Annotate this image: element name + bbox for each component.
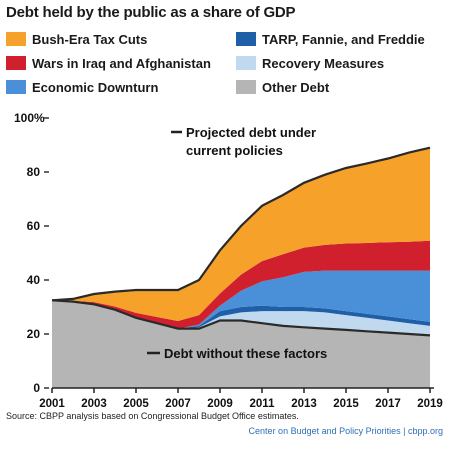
legend-item-recovery: Recovery Measures (236, 54, 384, 72)
area-other-debt (52, 300, 430, 388)
area-wars-in-iraq-and-afghanistan (52, 240, 430, 329)
area-bush-era-tax-cuts (52, 147, 430, 321)
line-projected-debt (51, 146, 431, 302)
legend-label-tarp: TARP, Fannie, and Freddie (262, 31, 425, 47)
legend-swatch-recovery (236, 56, 256, 70)
y-tick-label: 20 (27, 327, 41, 341)
legend-label-wars: Wars in Iraq and Afghanistan (32, 55, 211, 71)
x-tick-label: 2019 (417, 398, 443, 410)
annotation-top-line1: Projected debt under (186, 125, 316, 140)
x-tick-label: 2005 (123, 398, 149, 410)
legend-item-wars: Wars in Iraq and Afghanistan (6, 54, 211, 72)
legend-swatch-wars (6, 56, 26, 70)
legend-item-bush-tax-cuts: Bush-Era Tax Cuts (6, 30, 147, 48)
legend-item-tarp: TARP, Fannie, and Freddie (236, 30, 425, 48)
y-tick-label: 60 (27, 219, 41, 233)
area-economic-downturn (52, 270, 430, 329)
annotation-top-line2: current policies (186, 143, 283, 158)
x-tick-label: 2013 (291, 398, 317, 410)
y-tick-label: 100% (14, 111, 45, 125)
chart-title: Debt held by the public as a share of GD… (6, 4, 296, 21)
y-tick-label: 0 (33, 381, 40, 395)
area-recovery-measures (52, 300, 430, 336)
x-tick-label: 2007 (165, 398, 191, 410)
legend-swatch-other-debt (236, 80, 256, 94)
legend-label-recovery: Recovery Measures (262, 55, 385, 71)
x-tick-label: 2017 (375, 398, 401, 410)
annotations-group: Projected debt under current policies De… (147, 125, 327, 361)
legend-swatch-bush-tax-cuts (6, 32, 26, 46)
legend: Bush-Era Tax Cuts TARP, Fannie, and Fred… (6, 30, 446, 100)
legend-item-other-debt: Other Debt (236, 78, 329, 96)
line-debt-without-factors (51, 299, 431, 337)
x-tick-label: 2009 (207, 398, 233, 410)
legend-item-downturn: Economic Downturn (6, 78, 158, 96)
legend-swatch-downturn (6, 80, 26, 94)
area-tarp-fannie-and-freddie (52, 300, 430, 329)
y-tick-label: 80 (27, 165, 41, 179)
legend-label-bush-tax-cuts: Bush-Era Tax Cuts (32, 31, 148, 47)
x-tick-label: 2003 (81, 398, 107, 410)
x-tick-label: 2011 (250, 398, 276, 410)
area-series-group (51, 146, 431, 388)
annotation-bottom-label: Debt without these factors (164, 346, 327, 361)
y-tick-label: 40 (27, 273, 41, 287)
legend-label-other-debt: Other Debt (262, 79, 330, 95)
x-tick-label: 2015 (333, 398, 359, 410)
legend-swatch-tarp (236, 32, 256, 46)
x-tick-label: 2001 (39, 398, 65, 410)
credit-link[interactable]: Center on Budget and Policy Priorities |… (248, 426, 443, 436)
axes-group: 0 20 40 60 80 100% 2001 2003 2005 2007 2009 2011 201… (14, 111, 443, 410)
legend-label-downturn: Economic Downturn (32, 79, 159, 95)
source-note: Source: CBPP analysis based on Congressi… (6, 411, 299, 421)
